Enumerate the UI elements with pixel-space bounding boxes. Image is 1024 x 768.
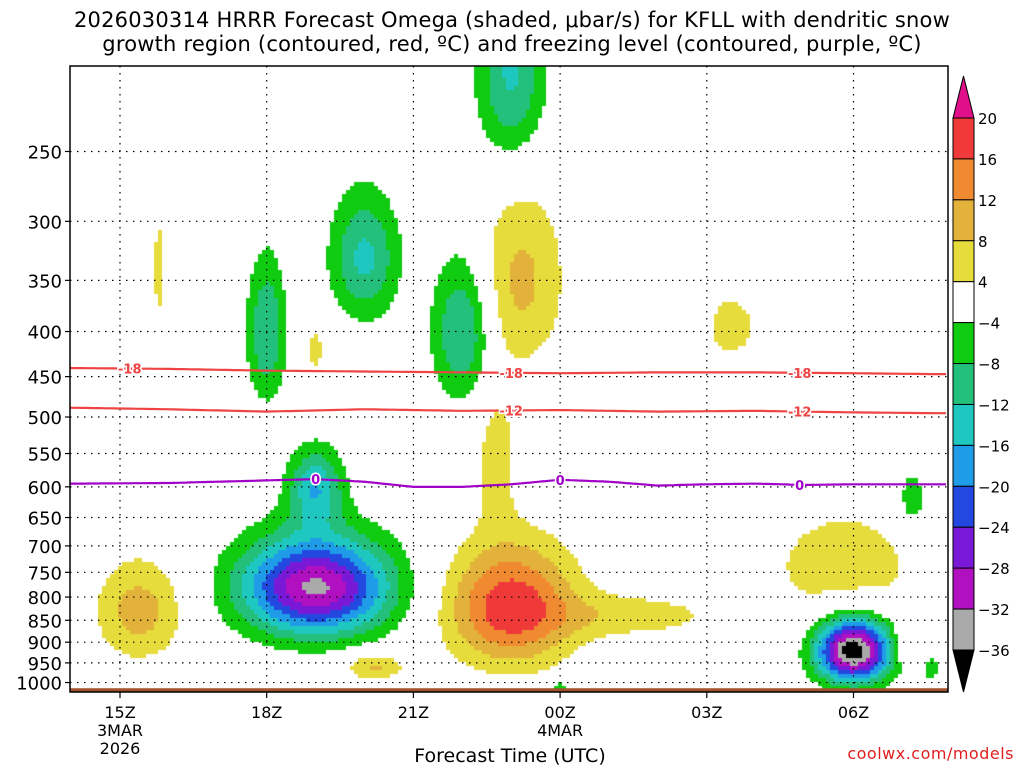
- x-tick-sublabel-00Z-0: 4MAR: [537, 721, 583, 740]
- colorbar: 20 16 12 8 4 −4 −8 −12 −16 −20 −24 −28 −32 −36: [952, 75, 1010, 693]
- x-tick-label-03Z: 03Z: [691, 703, 722, 722]
- y-tick-label-450: 450: [28, 368, 62, 389]
- colorbar-label-12: −32: [978, 601, 1010, 619]
- colorbar-label-13: −36: [978, 642, 1010, 660]
- dgz-top-minus18-label-0: -18: [118, 363, 142, 378]
- colorbar-label-9: −20: [978, 478, 1010, 496]
- y-tick-label-550: 550: [28, 445, 62, 466]
- y-tick-label-850: 850: [28, 611, 62, 632]
- dgz-top-minus18-line: [69, 366, 946, 376]
- colorbar-band-9: [952, 485, 975, 528]
- dgz-bottom-minus12-label-0: -12: [499, 404, 523, 419]
- dgz-bottom-minus12-label-1: -12: [788, 406, 812, 421]
- colorbar-label-4: 4: [978, 274, 988, 292]
- x-tick-sublabel-15Z-0: 3MAR: [97, 721, 143, 740]
- colorbar-band-1: [952, 158, 975, 201]
- y-tick-label-300: 300: [28, 212, 62, 233]
- colorbar-label-11: −28: [978, 560, 1010, 578]
- y-tick-label-950: 950: [28, 654, 62, 675]
- terrain: [70, 688, 948, 692]
- y-tick-label-750: 750: [28, 563, 62, 584]
- y-tick-label-350: 350: [28, 271, 62, 292]
- plot-frame: [69, 65, 949, 693]
- x-tick-label-00Z: 00Z: [544, 703, 575, 722]
- chart-title-line-1: 2026030314 HRRR Forecast Omega (shaded, …: [74, 8, 950, 32]
- y-tick-label-900: 900: [28, 633, 62, 654]
- y-tick-label-600: 600: [28, 478, 62, 499]
- colorbar-band-0: [952, 117, 975, 160]
- x-tick-sublabel-15Z-1: 2026: [100, 739, 141, 758]
- y-tick-label-250: 250: [28, 142, 62, 163]
- freezing-level-0-line: [70, 478, 946, 488]
- colorbar-band-10: [952, 526, 975, 569]
- colorbar-label-6: −8: [978, 356, 1000, 374]
- colorbar-label-2: 12: [978, 192, 997, 210]
- freezing-level-0-label-1: 0: [556, 474, 565, 489]
- x-axis-label: Forecast Time (UTC): [414, 745, 606, 767]
- freezing-level-0-label-0: 0: [311, 473, 320, 488]
- chart-title-line-2: growth region (contoured, red, ºC) and f…: [102, 32, 922, 56]
- colorbar-label-5: −4: [978, 315, 1000, 333]
- omega-field: [70, 66, 948, 692]
- colorbar-band-12: [952, 608, 975, 651]
- colorbar-label-8: −16: [978, 437, 1010, 455]
- colorbar-band-7: [952, 403, 975, 446]
- colorbar-bottom-arrow: [952, 649, 975, 693]
- y-tick-label-500: 500: [28, 408, 62, 429]
- colorbar-band-11: [952, 567, 975, 610]
- y-tick-label-400: 400: [28, 323, 62, 344]
- colorbar-label-10: −24: [978, 519, 1010, 537]
- freezing-level-0-label-2: 0: [795, 479, 804, 494]
- contours: -18 -18 -18 -12 -12 0 0 0: [69, 361, 946, 495]
- x-tick-label-15Z: 15Z: [104, 703, 135, 722]
- y-tick-label-800: 800: [28, 588, 62, 609]
- dgz-top-minus18-label-1: -18: [499, 367, 523, 382]
- colorbar-label-0: 20: [978, 110, 997, 128]
- colorbar-band-5: [952, 322, 975, 365]
- y-tick-label-650: 650: [28, 509, 62, 530]
- colorbar-top-arrow: [952, 75, 975, 119]
- x-tick-label-18Z: 18Z: [251, 703, 282, 722]
- terrain-fill: [70, 688, 948, 692]
- credit-text: coolwx.com/models: [847, 744, 1014, 763]
- x-tick-label-21Z: 21Z: [398, 703, 429, 722]
- colorbar-label-3: 8: [978, 233, 988, 251]
- colorbar-band-3: [952, 240, 975, 283]
- colorbar-label-7: −12: [978, 396, 1010, 414]
- colorbar-band-2: [952, 199, 975, 242]
- colorbar-label-1: 16: [978, 151, 997, 169]
- y-tick-label-1000: 1000: [16, 674, 62, 695]
- y-tick-label-700: 700: [28, 537, 62, 558]
- colorbar-band-8: [952, 444, 975, 487]
- colorbar-band-6: [952, 363, 975, 405]
- x-tick-label-06Z: 06Z: [838, 703, 869, 722]
- dgz-bottom-minus12-line: [69, 406, 946, 415]
- dgz-top-minus18-label-2: -18: [788, 367, 812, 382]
- omega-shading: [70, 66, 948, 692]
- axes: 2503003504004505005506006507007508008509…: [16, 142, 869, 758]
- colorbar-band-4: [952, 281, 975, 324]
